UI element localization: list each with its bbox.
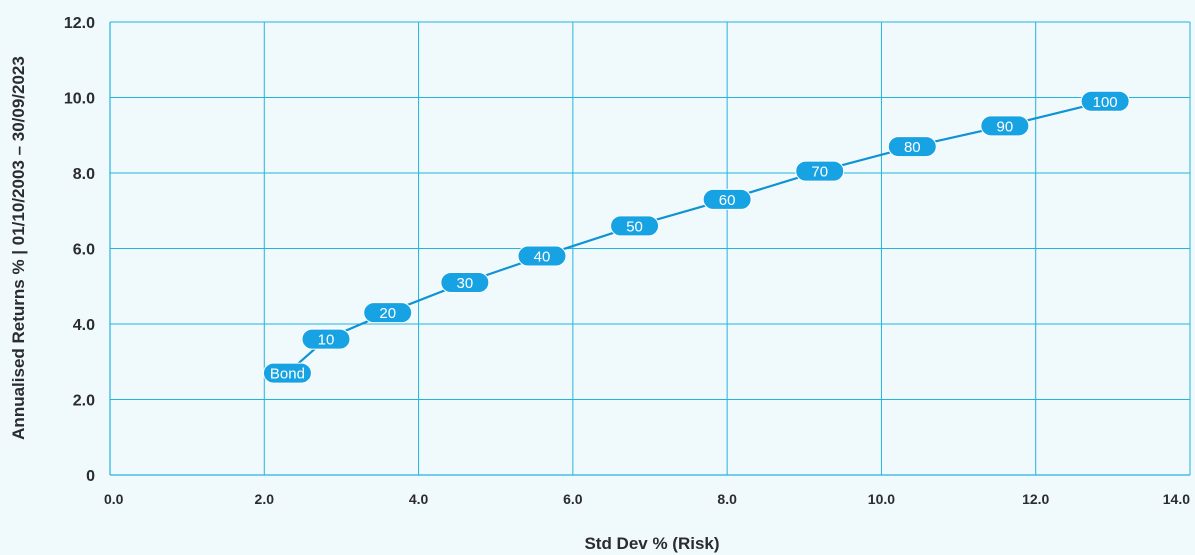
data-point-marker bbox=[262, 362, 312, 384]
x-tick-label: 10.0 bbox=[868, 491, 895, 507]
x-axis-title: Std Dev % (Risk) bbox=[584, 534, 719, 553]
x-tick-label: 0.0 bbox=[104, 491, 124, 507]
data-point-label: 20 bbox=[379, 305, 396, 322]
x-axis-ticks: 0.0 2.0 4.0 6.0 8.0 10.0 12.0 14.0 bbox=[104, 491, 1190, 507]
data-point: 50 bbox=[610, 215, 660, 237]
data-point-label: 30 bbox=[457, 275, 474, 292]
data-point-label: 40 bbox=[534, 249, 551, 266]
data-point: 20 bbox=[363, 302, 413, 324]
data-point: 30 bbox=[440, 271, 490, 293]
x-tick-label: 12.0 bbox=[1022, 491, 1049, 507]
data-point-marker bbox=[610, 215, 660, 237]
data-point-label: 80 bbox=[904, 139, 921, 156]
y-tick-label: 2.0 bbox=[73, 393, 95, 410]
x-tick-label: 2.0 bbox=[255, 491, 275, 507]
data-point: 100 bbox=[1080, 90, 1130, 112]
data-point: 60 bbox=[702, 188, 752, 210]
series-line bbox=[286, 100, 1106, 374]
data-point: 90 bbox=[980, 115, 1030, 137]
x-tick-label: 6.0 bbox=[563, 491, 583, 507]
data-point: 40 bbox=[517, 245, 567, 267]
y-tick-label: 8.0 bbox=[73, 166, 95, 183]
data-points: Bond 10 20 30 40 50 60 70 80 90 100 bbox=[262, 90, 1130, 384]
y-tick-label: 0 bbox=[86, 468, 95, 485]
grid bbox=[109, 21, 1191, 476]
data-point-marker bbox=[980, 115, 1030, 137]
x-tick-label: 8.0 bbox=[717, 491, 737, 507]
data-point-label: 90 bbox=[997, 118, 1014, 135]
data-point-marker bbox=[517, 245, 567, 267]
data-point-label: 50 bbox=[626, 218, 643, 235]
data-point-marker bbox=[440, 271, 490, 293]
data-point: Bond bbox=[262, 362, 312, 384]
y-tick-label: 12.0 bbox=[64, 15, 95, 32]
data-point-marker bbox=[702, 188, 752, 210]
y-tick-label: 10.0 bbox=[64, 91, 95, 108]
x-tick-label: 14.0 bbox=[1163, 491, 1190, 507]
data-point-label: Bond bbox=[270, 366, 305, 383]
data-point: 70 bbox=[795, 160, 845, 182]
data-point-marker bbox=[363, 302, 413, 324]
data-point-marker bbox=[1080, 90, 1130, 112]
data-point: 80 bbox=[887, 136, 937, 158]
data-point-label: 10 bbox=[318, 332, 335, 349]
data-point-label: 60 bbox=[719, 192, 736, 209]
y-tick-label: 4.0 bbox=[73, 317, 95, 334]
data-point-label: 100 bbox=[1093, 94, 1118, 111]
series-line-layer bbox=[286, 100, 1106, 374]
y-axis-ticks: 0 2.0 4.0 6.0 8.0 10.0 12.0 bbox=[64, 15, 95, 485]
data-point-marker bbox=[301, 328, 351, 350]
data-point-label: 70 bbox=[811, 164, 828, 181]
data-point-marker bbox=[795, 160, 845, 182]
x-tick-label: 4.0 bbox=[409, 491, 429, 507]
data-point: 10 bbox=[301, 328, 351, 350]
y-tick-label: 6.0 bbox=[73, 242, 95, 259]
y-axis-title: Annualised Returns % | 01/10/2003 – 30/0… bbox=[9, 56, 28, 440]
data-point-marker bbox=[887, 136, 937, 158]
